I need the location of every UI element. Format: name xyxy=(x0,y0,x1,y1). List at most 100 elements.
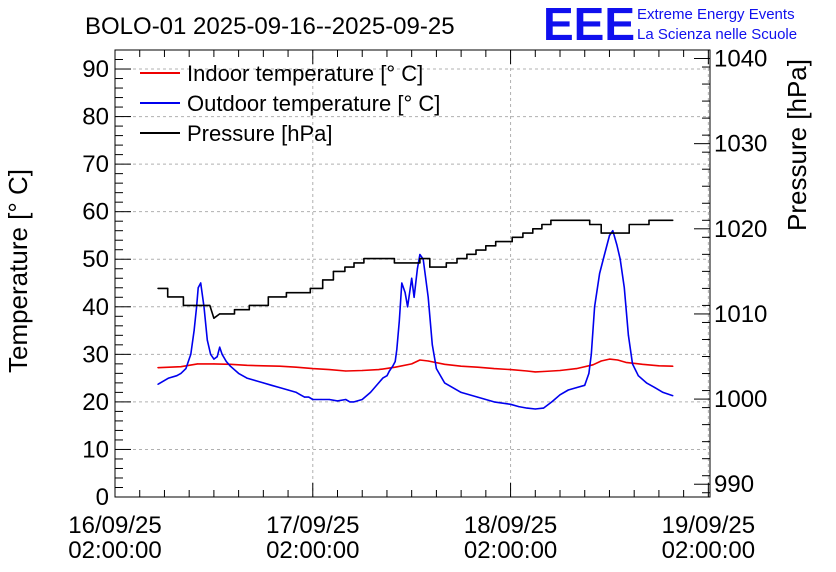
data-point xyxy=(600,232,602,234)
data-point xyxy=(466,253,468,255)
data-point xyxy=(363,258,365,260)
data-point xyxy=(248,309,250,311)
data-point xyxy=(157,367,159,369)
x-tick-label-time: 02:00:00 xyxy=(266,537,359,564)
data-point xyxy=(386,375,388,377)
data-point xyxy=(167,377,170,379)
data-point xyxy=(406,306,409,308)
data-point xyxy=(378,368,380,371)
data-point xyxy=(279,365,281,367)
data-point xyxy=(475,249,477,251)
data-point xyxy=(608,234,611,237)
data-point xyxy=(628,232,630,234)
data-point xyxy=(312,368,314,370)
data-point xyxy=(254,379,256,382)
data-point xyxy=(631,363,634,365)
data-point xyxy=(279,387,281,389)
data-point xyxy=(413,296,415,298)
data-point xyxy=(590,353,592,355)
data-point xyxy=(672,395,674,397)
data-point xyxy=(394,360,396,363)
plot-frame xyxy=(114,49,711,498)
data-point xyxy=(625,361,627,364)
y-tick-label: 40 xyxy=(82,294,109,321)
data-point xyxy=(361,369,363,372)
data-point xyxy=(221,353,223,355)
data-point xyxy=(344,266,346,268)
data-point xyxy=(176,375,178,377)
data-point xyxy=(195,306,198,308)
data-point xyxy=(460,365,462,367)
data-point xyxy=(672,219,674,221)
data-point xyxy=(427,360,429,362)
data-point xyxy=(603,253,606,256)
data-point xyxy=(416,268,419,270)
data-point xyxy=(353,401,355,403)
data-point xyxy=(200,282,202,284)
data-point xyxy=(344,270,346,272)
data-point xyxy=(419,262,421,264)
data-point xyxy=(320,398,322,401)
data-point xyxy=(534,371,536,373)
y-tick-label: 80 xyxy=(82,104,109,131)
data-point xyxy=(303,396,306,398)
data-point xyxy=(209,353,212,355)
data-point xyxy=(262,365,264,367)
data-point xyxy=(193,304,195,307)
data-point xyxy=(542,370,545,373)
data-point xyxy=(623,287,625,289)
data-point xyxy=(322,287,324,289)
data-point xyxy=(550,223,552,226)
data-point xyxy=(193,329,195,332)
data-point xyxy=(662,391,664,393)
data-point xyxy=(518,406,520,408)
data-point xyxy=(588,372,590,374)
outdoor-temperature-line xyxy=(157,229,674,410)
data-point xyxy=(219,313,221,315)
data-point xyxy=(551,401,553,403)
data-point xyxy=(427,296,429,298)
x-tick-label-date: 17/09/25 xyxy=(266,512,359,539)
data-point xyxy=(456,258,458,260)
data-point xyxy=(444,363,446,365)
data-point xyxy=(398,320,400,322)
data-point xyxy=(180,372,182,374)
data-point xyxy=(312,398,314,401)
data-point xyxy=(353,262,355,264)
data-point xyxy=(233,313,236,315)
y2-axis-title: Pressure [hPa] xyxy=(782,59,812,231)
eee-logo: EEE Extreme Energy Events La Scienza nel… xyxy=(543,0,797,50)
data-point xyxy=(532,232,534,234)
data-point xyxy=(429,266,431,268)
data-point xyxy=(246,377,248,379)
data-point xyxy=(353,266,355,268)
data-point xyxy=(216,356,218,358)
data-point xyxy=(612,230,614,232)
data-point xyxy=(575,387,578,389)
x-tick-label-date: 18/09/25 xyxy=(464,512,557,539)
data-point xyxy=(509,403,512,405)
data-point xyxy=(157,383,159,385)
data-point xyxy=(378,382,380,384)
data-point xyxy=(485,249,487,251)
x-tick-label-time: 02:00:00 xyxy=(464,537,557,564)
data-point xyxy=(550,219,552,221)
data-point xyxy=(509,368,512,371)
data-point xyxy=(369,391,372,393)
data-point xyxy=(600,360,602,362)
legend-label-pressure: Pressure [hPa] xyxy=(187,121,333,146)
indoor-temperature-line xyxy=(157,358,673,373)
data-point xyxy=(542,407,545,409)
data-point xyxy=(182,304,185,307)
data-point xyxy=(285,296,288,298)
data-point xyxy=(567,389,569,391)
legend: Indoor temperature [° C] Outdoor tempera… xyxy=(140,61,440,146)
data-point xyxy=(600,223,602,226)
data-point xyxy=(495,240,497,243)
data-point xyxy=(658,365,660,367)
data-point xyxy=(637,375,639,377)
data-point xyxy=(645,382,648,384)
data-point xyxy=(322,279,324,281)
y2-tick-label: 1000 xyxy=(714,386,767,413)
data-point xyxy=(493,401,495,403)
